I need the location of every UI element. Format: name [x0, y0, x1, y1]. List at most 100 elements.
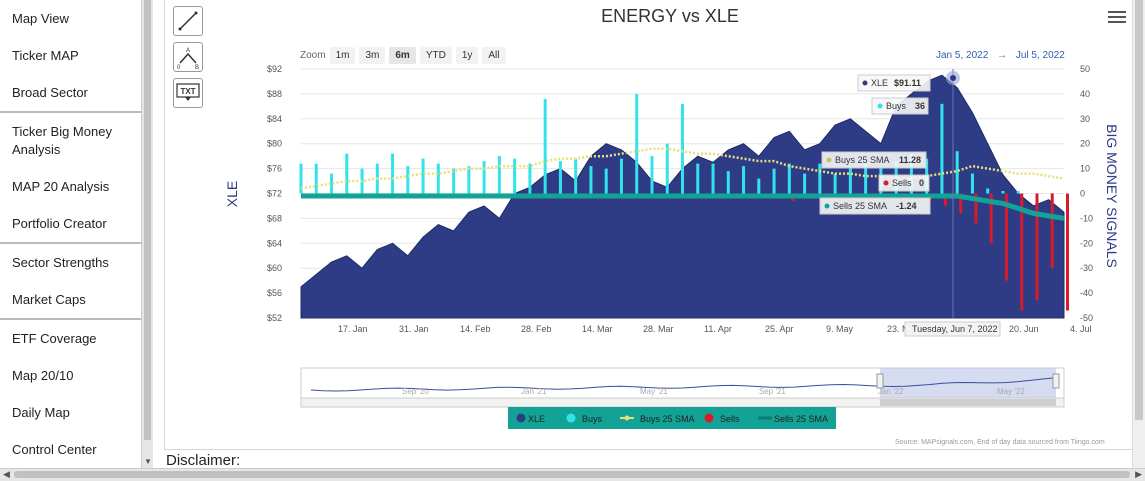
legend-label[interactable]: XLE — [528, 414, 545, 424]
buys-bar[interactable] — [848, 168, 852, 194]
buys-bar[interactable] — [818, 163, 822, 194]
zoom-button[interactable]: All — [482, 47, 506, 64]
legend-marker[interactable] — [566, 413, 576, 423]
scroll-left-icon[interactable]: ◀ — [3, 469, 10, 479]
buys-bar[interactable] — [589, 166, 593, 194]
buys-bar[interactable] — [787, 163, 791, 194]
sidebar-item[interactable]: ETF Coverage — [12, 330, 97, 346]
buys-bar[interactable] — [1001, 191, 1005, 194]
zoom-button[interactable]: 6m — [389, 47, 416, 64]
sidebar-item[interactable]: Sector Strengths — [12, 254, 109, 270]
line-tool-button[interactable] — [173, 6, 203, 36]
sidebar-scroll-thumb[interactable] — [144, 0, 151, 440]
buys-bar[interactable] — [986, 188, 990, 194]
buys-bar[interactable] — [391, 153, 395, 194]
buys-bar[interactable] — [421, 158, 425, 194]
buys-bar[interactable] — [635, 93, 639, 194]
navigator-handle-left[interactable] — [876, 373, 884, 389]
legend-label[interactable]: Sells 25 SMA — [774, 414, 828, 424]
zoom-button[interactable]: 1m — [329, 47, 356, 64]
buys-bar[interactable] — [833, 173, 837, 194]
sells-bar[interactable] — [1020, 193, 1024, 311]
buys-bar[interactable] — [772, 168, 776, 194]
sidebar-scrollbar[interactable]: ▼ — [141, 0, 153, 468]
buys-bar[interactable] — [314, 163, 318, 194]
buys-bar[interactable] — [482, 161, 486, 194]
sidebar-item[interactable]: Daily Map — [12, 404, 70, 420]
buys-bar[interactable] — [864, 163, 868, 194]
scroll-right-icon[interactable]: ▶ — [1135, 469, 1142, 479]
buys-bar[interactable] — [742, 166, 746, 194]
zoom-button[interactable]: YTD — [419, 47, 452, 64]
buys-bar[interactable] — [650, 156, 654, 194]
navigator-handle-right[interactable] — [1052, 373, 1060, 389]
sidebar-item[interactable]: MAP 20 Analysis — [12, 178, 110, 194]
buys-bar[interactable] — [452, 168, 456, 194]
buys-bar[interactable] — [528, 163, 532, 194]
date-from[interactable]: Jan 5, 2022 — [936, 50, 989, 61]
sidebar-item[interactable]: Ticker Big Money Analysis — [12, 123, 112, 157]
buys-bar[interactable] — [558, 161, 562, 194]
zoom-button[interactable]: 3m — [359, 47, 386, 64]
buys-bar[interactable] — [406, 166, 410, 194]
buys-bar[interactable] — [497, 156, 501, 194]
sidebar-item[interactable]: Control Center — [12, 441, 97, 457]
sidebar-item[interactable]: Ticker MAP — [12, 47, 79, 63]
buys-bar[interactable] — [909, 153, 913, 194]
buys-bar[interactable] — [619, 158, 623, 194]
node-tool-button[interactable]: A 0 B — [173, 42, 203, 72]
sells-bar[interactable] — [1050, 193, 1054, 269]
buys-bar[interactable] — [696, 163, 700, 194]
buys-bar[interactable] — [803, 173, 807, 194]
navigator-scroll-thumb[interactable] — [880, 399, 1056, 406]
scroll-down-icon[interactable]: ▼ — [144, 457, 152, 466]
buys-bar[interactable] — [330, 173, 334, 194]
buys-bar[interactable] — [955, 151, 959, 194]
sidebar-item[interactable]: Map View — [12, 10, 69, 26]
legend-label[interactable]: Buys — [582, 414, 603, 424]
legend-marker[interactable] — [704, 413, 714, 423]
hamburger-menu-icon[interactable] — [1108, 8, 1126, 24]
energy-vs-xle-chart[interactable]: $92 $88 $84 $80 $76 $72 $68 $64 $60 $56 $52 50 40 30 2… — [0, 0, 1145, 440]
page-scrollbar[interactable] — [1132, 0, 1145, 468]
sells-bar[interactable] — [974, 193, 978, 224]
sells-bar[interactable] — [1066, 193, 1069, 311]
buys-bar[interactable] — [345, 153, 349, 194]
buys-bar[interactable] — [711, 163, 715, 194]
buys-bar[interactable] — [1016, 191, 1020, 194]
sells-bar[interactable] — [1004, 193, 1008, 281]
date-range[interactable]: Jan 5, 2022 → Jul 5, 2022 — [936, 50, 1065, 61]
sidebar-item[interactable]: Broad Sector — [12, 84, 88, 100]
buys-bar[interactable] — [436, 163, 440, 194]
buys-bar[interactable] — [574, 158, 578, 194]
buys-bar[interactable] — [543, 98, 547, 194]
legend-marker[interactable] — [516, 413, 526, 423]
legend-label[interactable]: Sells — [720, 414, 740, 424]
sidebar-item[interactable]: Map 20/10 — [12, 367, 74, 383]
sells-bar[interactable] — [1035, 193, 1039, 301]
zoom-button[interactable]: 1y — [455, 47, 479, 64]
buys-bar[interactable] — [299, 163, 303, 194]
buys-bar[interactable] — [467, 166, 471, 194]
buys-bar[interactable] — [940, 103, 944, 194]
legend-label[interactable]: Buys 25 SMA — [640, 414, 695, 424]
sidebar-item[interactable]: Market Caps — [12, 291, 86, 307]
text-tool-button[interactable]: TXT — [173, 78, 203, 108]
sells-bar[interactable] — [989, 193, 993, 244]
horizontal-scrollbar[interactable]: ◀ ▶ — [0, 468, 1145, 481]
buys-bar[interactable] — [970, 173, 974, 194]
date-to[interactable]: Jul 5, 2022 — [1015, 50, 1065, 61]
horizontal-scroll-thumb[interactable] — [14, 471, 1130, 478]
sells-bar[interactable] — [943, 193, 947, 206]
buys-bar[interactable] — [726, 171, 730, 194]
buys-bar[interactable] — [513, 158, 517, 194]
buys-bar[interactable] — [604, 168, 608, 194]
buys-sma-line[interactable] — [300, 147, 1065, 190]
buys-bar[interactable] — [757, 178, 761, 194]
buys-bar[interactable] — [681, 103, 684, 194]
sells-bar[interactable] — [959, 193, 963, 214]
sells-sma-line[interactable] — [301, 193, 1065, 221]
page-scroll-thumb[interactable] — [1135, 0, 1143, 420]
buys-bar[interactable] — [665, 143, 669, 194]
hover-point[interactable] — [950, 75, 956, 81]
